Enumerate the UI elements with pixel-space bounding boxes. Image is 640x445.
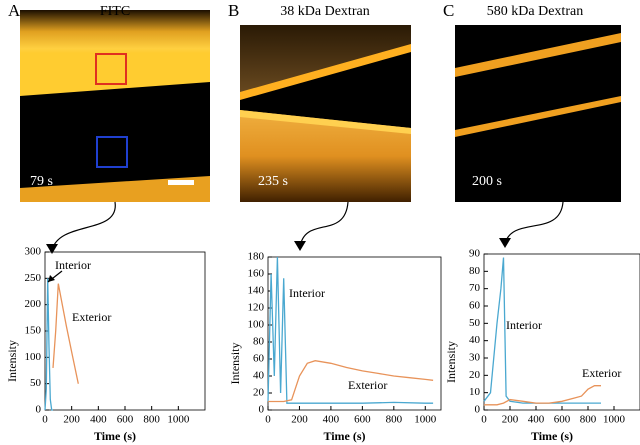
series-line	[52, 283, 79, 384]
y-tick-label: 10	[469, 386, 481, 398]
y-tick-label: 150	[25, 325, 42, 337]
x-tick-label: 0	[42, 414, 48, 426]
y-tick-label: 140	[248, 285, 265, 297]
series-line	[484, 385, 601, 406]
arrowheads	[46, 238, 511, 254]
x-tick-label: 1000	[603, 414, 626, 426]
y-tick-label: 50	[30, 377, 42, 389]
y-tick-label: 80	[253, 336, 265, 348]
y-tick-label: 160	[248, 268, 265, 280]
annotation: Interior	[289, 286, 325, 300]
x-tick-label: 400	[90, 414, 107, 426]
x-tick-label: 200	[63, 414, 80, 426]
panel-label: B	[228, 1, 239, 20]
x-tick-label: 800	[580, 414, 597, 426]
image-time: 200 s	[472, 174, 502, 189]
series-line	[44, 278, 53, 411]
image-title: 38 kDa Dextran	[280, 4, 369, 19]
image-a	[20, 10, 210, 202]
y-tick-label: 180	[248, 251, 265, 263]
plot-frame	[483, 253, 640, 411]
x-tick-label: 0	[481, 414, 487, 426]
x-tick-label: 600	[354, 414, 371, 426]
x-tick-label: 0	[265, 414, 271, 426]
y-axis-label: Intensity	[444, 341, 458, 383]
connectors	[51, 201, 564, 251]
series-line	[268, 360, 434, 403]
image-time: 79 s	[30, 174, 53, 189]
y-tick-label: 60	[469, 300, 481, 312]
y-tick-label: 20	[253, 387, 265, 399]
x-tick-label: 1000	[414, 414, 437, 426]
y-tick-label: 250	[25, 272, 42, 284]
x-axis-label: Time (s)	[94, 429, 136, 443]
series-line	[483, 257, 601, 404]
y-tick-label: 60	[253, 353, 265, 365]
plot-frame	[267, 256, 442, 411]
annotation: Exterior	[72, 310, 111, 324]
y-tick-label: 50	[469, 317, 481, 329]
series-line	[267, 256, 434, 404]
image-c	[455, 25, 621, 202]
x-tick-label: 400	[323, 414, 340, 426]
y-tick-label: 0	[259, 404, 265, 416]
image-time: 235 s	[258, 174, 288, 189]
y-tick-label: 40	[253, 370, 265, 382]
x-tick-label: 600	[117, 414, 134, 426]
x-tick-label: 200	[291, 414, 308, 426]
y-tick-label: 40	[469, 334, 481, 346]
y-tick-label: 300	[25, 246, 42, 258]
y-tick-label: 200	[25, 298, 42, 310]
image-title: FITC	[100, 4, 130, 19]
image-b	[240, 25, 411, 202]
y-axis-label: Intensity	[5, 340, 19, 382]
y-tick-label: 30	[469, 352, 481, 364]
x-tick-label: 600	[554, 414, 571, 426]
y-tick-label: 20	[469, 369, 481, 381]
annotation: Interior	[506, 318, 542, 332]
x-tick-label: 800	[386, 414, 403, 426]
x-tick-label: 400	[528, 414, 545, 426]
y-tick-label: 100	[25, 351, 42, 363]
y-tick-label: 80	[469, 265, 481, 277]
image-title: 580 kDa Dextran	[487, 4, 583, 19]
x-axis-label: Time (s)	[531, 429, 573, 443]
annotation-arrowhead	[48, 275, 55, 282]
annotation: Exterior	[582, 366, 621, 380]
y-tick-label: 100	[248, 319, 265, 331]
y-tick-label: 90	[469, 248, 481, 260]
annotation: Interior	[55, 258, 91, 272]
x-tick-label: 200	[502, 414, 519, 426]
x-axis-label: Time (s)	[323, 429, 365, 443]
y-tick-label: 0	[475, 404, 481, 416]
x-tick-label: 1000	[167, 414, 190, 426]
panel-label: A	[8, 1, 21, 20]
y-tick-label: 70	[469, 282, 481, 294]
y-tick-label: 0	[36, 404, 42, 416]
plot-frame	[44, 251, 206, 411]
panel-label: C	[443, 1, 454, 20]
x-tick-label: 800	[143, 414, 160, 426]
y-tick-label: 120	[248, 302, 265, 314]
y-axis-label: Intensity	[228, 343, 242, 385]
annotation: Exterior	[348, 378, 387, 392]
